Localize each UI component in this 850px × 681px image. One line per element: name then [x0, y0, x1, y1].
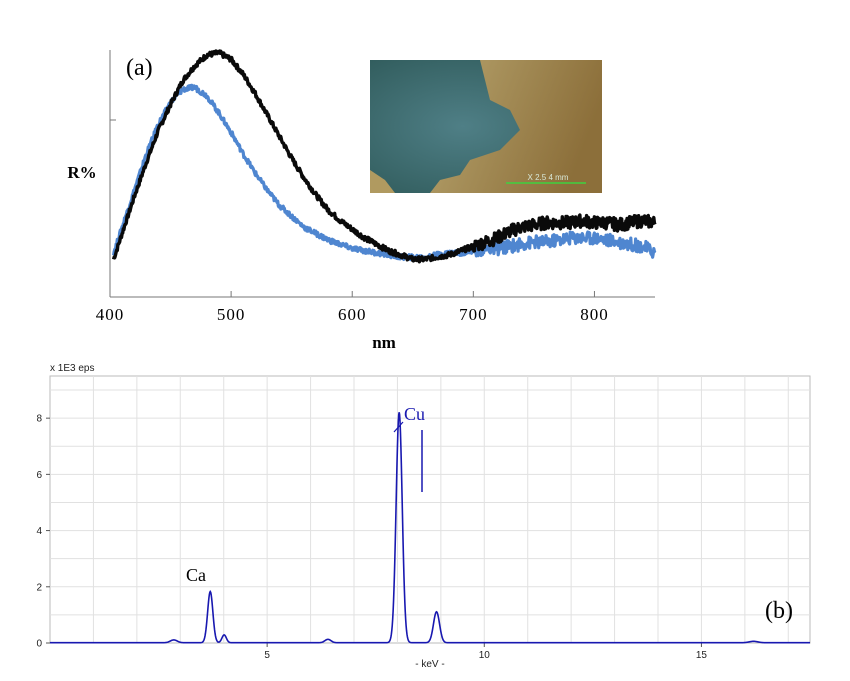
cu-peak-marker	[393, 421, 404, 433]
black-reflectance-series	[111, 49, 657, 264]
edx-spectrum-line	[50, 412, 810, 644]
panel-b-y-tick-label: 8	[36, 414, 42, 425]
panel-b-y-tick-label: 6	[36, 470, 42, 481]
ca-peak-label: Ca	[186, 565, 206, 585]
panel-a-label: (a)	[126, 55, 153, 81]
micrograph-scale-text: X 2.5 4 mm	[528, 173, 569, 182]
panel-b-x-ticks: 5 10 15	[264, 643, 707, 661]
panel-a-x-ticks: 400 500 600 700 800	[96, 291, 609, 324]
panel-b-x-tick-label: 15	[696, 650, 708, 661]
panel-b-label: (b)	[765, 598, 793, 624]
panel-a-x-tick-label: 700	[459, 305, 488, 324]
micrograph-inset: X 2.5 4 mm	[370, 60, 602, 193]
panel-b-frame	[49, 375, 811, 644]
panel-a-x-tick-label: 600	[338, 305, 367, 324]
panel-b-x-tick-label: 5	[264, 650, 270, 661]
panel-b-x-tick-label: 10	[479, 650, 491, 661]
panel-b-y-tick-label: 0	[36, 639, 42, 650]
panel-a-x-tick-label: 500	[217, 305, 246, 324]
panel-a-series	[111, 49, 657, 264]
panel-b-y-ticks: 0 2 4 6 8	[36, 414, 50, 650]
panel-b-x-axis-label: - keV -	[415, 659, 444, 670]
micrograph-stone-corner	[370, 170, 395, 193]
panel-b-y-tick-label: 4	[36, 526, 42, 537]
panel-b-y-unit-label: x 1E3 eps	[50, 363, 94, 374]
panel-a-x-axis-label: nm	[372, 333, 396, 352]
panel-a-x-tick-label: 800	[580, 305, 609, 324]
blue-reflectance-series	[112, 83, 657, 262]
cu-peak-label: Cu	[404, 404, 425, 424]
panel-a: (a) 400 500 600 700 800 R% nm X 2.5 4 mm	[67, 49, 657, 352]
panel-b: x 1E3 eps 0 2 4 6 8 5 10 15 - keV - Ca Cu (b)	[36, 363, 811, 670]
panel-b-y-tick-label: 2	[36, 582, 42, 593]
panel-a-x-tick-label: 400	[96, 305, 125, 324]
panel-b-grid	[50, 376, 810, 643]
micrograph-stone-area	[430, 60, 602, 193]
panel-a-y-axis-label: R%	[67, 163, 96, 182]
